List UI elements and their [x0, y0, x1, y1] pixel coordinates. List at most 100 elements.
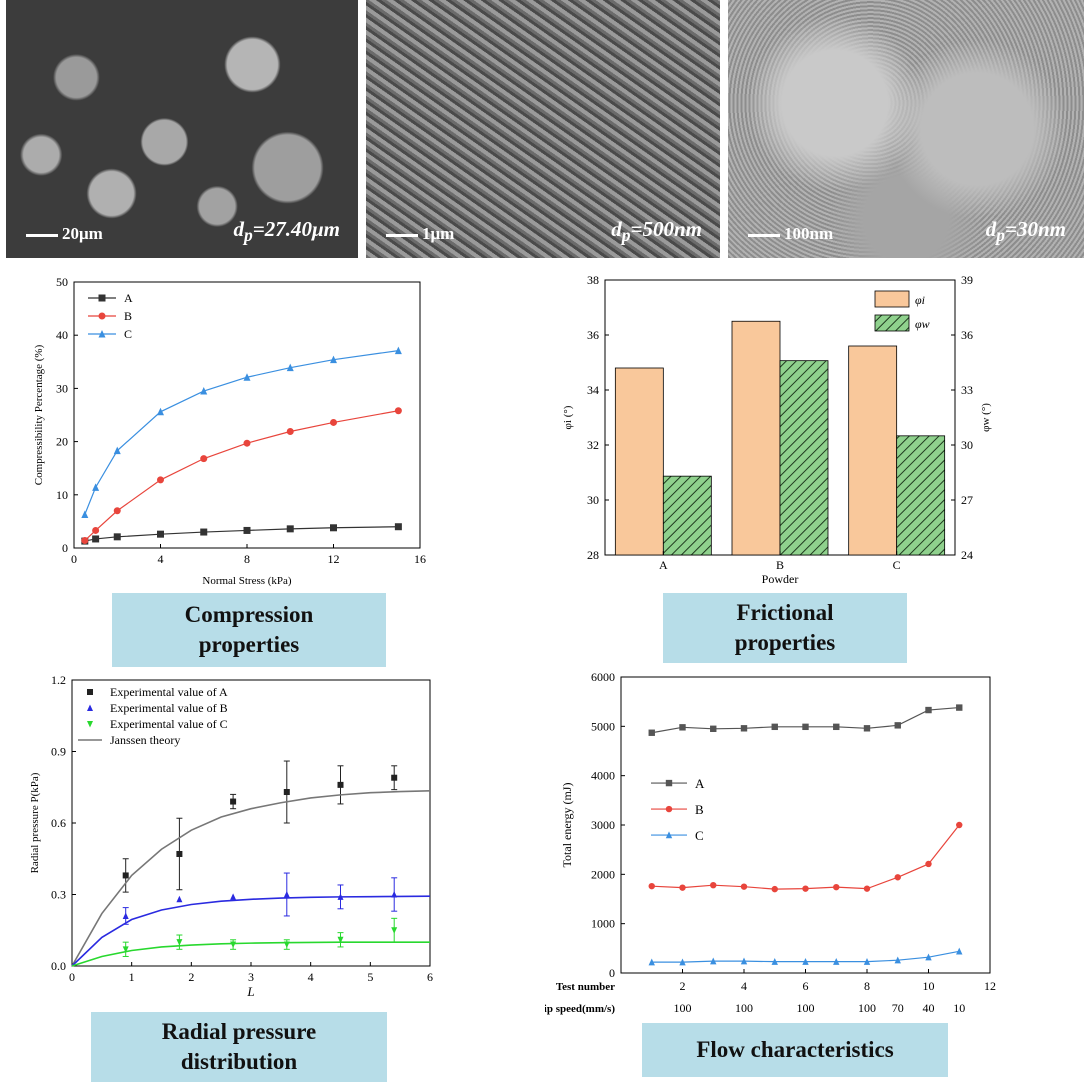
x-tick-label: 3 — [248, 970, 254, 984]
data-point — [833, 883, 840, 891]
tip-speed-label: 10 — [953, 1001, 965, 1015]
legend-label: Experimental value of C — [110, 717, 228, 731]
legend-label: Janssen theory — [110, 733, 180, 747]
data-point — [956, 821, 963, 829]
data-point — [243, 439, 251, 447]
series-line-B — [84, 410, 399, 541]
sem-scale-label: 1μm — [386, 224, 454, 244]
y-axis-label: Total energy (mJ) — [560, 783, 574, 868]
data-point — [771, 723, 778, 731]
y2-tick-label: 24 — [961, 548, 973, 562]
legend-swatch — [874, 290, 910, 308]
y-axis-label: φi (°) — [562, 405, 574, 429]
y-tick-label: 4000 — [591, 769, 615, 783]
y-tick-label: 0.6 — [51, 816, 66, 830]
data-point — [157, 407, 164, 416]
data-point — [92, 483, 100, 491]
data-point — [894, 956, 901, 964]
data-point — [679, 724, 686, 731]
data-point — [113, 533, 121, 541]
data-point — [283, 891, 290, 898]
data-point — [925, 706, 932, 714]
sem-image-a: 20μm dp=27.40μm — [6, 0, 358, 258]
data-point — [740, 957, 748, 965]
data-point — [200, 528, 208, 536]
legend-swatch — [874, 314, 910, 332]
data-point — [925, 953, 932, 961]
y-tick-label: 0 — [609, 966, 615, 980]
data-point — [802, 885, 809, 892]
tip-speed-label: 40 — [923, 1001, 935, 1015]
legend-marker — [665, 805, 673, 813]
legend-marker — [98, 330, 106, 338]
data-point — [771, 957, 778, 965]
bar-phi-w — [896, 435, 946, 556]
flow-chart: 2 4 6 8 10 12 0 1000 2000 3000 4000 5000 6000 Test nu… — [545, 670, 996, 1015]
y-tick-label: 40 — [56, 328, 68, 342]
y2-axis-label: φw (°) — [980, 403, 992, 432]
data-point — [200, 455, 208, 463]
x-tick-label: 6 — [427, 970, 433, 984]
y-tick-label: 1.2 — [51, 673, 66, 687]
data-point — [243, 526, 251, 534]
data-point — [230, 893, 237, 900]
x-tick-label: 4 — [308, 970, 314, 984]
sem-image-b: 1μm dp=500nm — [366, 0, 720, 258]
data-point — [113, 507, 121, 515]
x-tick-label: 12 — [328, 552, 340, 566]
sem-scale-label: 100nm — [748, 224, 833, 244]
compression-chart: 0 4 8 12 16 0 10 20 30 40 50 Normal Stress (kPa) Com… — [33, 275, 426, 587]
data-point — [230, 941, 237, 949]
y2-tick-label: 33 — [961, 383, 973, 397]
legend-marker — [87, 689, 93, 695]
data-point — [391, 774, 398, 781]
legend-label: Experimental value of A — [110, 685, 228, 699]
y-tick-label: 0.9 — [51, 745, 66, 759]
y-tick-label: 0.0 — [51, 959, 66, 973]
x-tick-label: A — [659, 558, 668, 572]
x-tick-label: 0 — [71, 552, 77, 566]
data-point — [122, 872, 129, 879]
legend-marker — [665, 831, 673, 839]
legend-marker — [98, 294, 106, 302]
tip-speed-label: 100 — [858, 1001, 876, 1015]
sem-particle-size: dp=27.40μm — [233, 216, 340, 245]
data-point — [122, 946, 129, 953]
y-tick-label: 0.3 — [51, 888, 66, 902]
data-point — [330, 524, 337, 532]
data-point — [648, 882, 655, 890]
x-tick-label: 6 — [803, 979, 809, 993]
tip-speed-label: 100 — [735, 1001, 753, 1015]
y-axis-label: Compressibility Percentage (%) — [33, 344, 45, 485]
data-point — [176, 895, 183, 903]
data-point — [925, 860, 932, 868]
y-tick-label: 50 — [56, 275, 68, 289]
data-point — [286, 363, 294, 372]
data-point — [200, 387, 208, 395]
y2-tick-label: 27 — [961, 493, 973, 507]
caption-compression: Compression properties — [112, 593, 386, 667]
theory-curve — [71, 941, 430, 967]
data-point — [81, 537, 89, 545]
x-tick-label: 5 — [367, 970, 373, 984]
x-tick-label: 4 — [741, 979, 747, 993]
data-point — [956, 947, 963, 955]
data-point — [157, 530, 164, 538]
x-tick-label: 16 — [414, 552, 426, 566]
tip-speed-label: 70 — [892, 1001, 904, 1015]
data-point — [176, 939, 183, 946]
data-point — [956, 704, 963, 711]
tip-speed-label: 100 — [797, 1001, 815, 1015]
caption-flow: Flow characteristics — [642, 1023, 948, 1077]
data-point — [330, 355, 337, 364]
data-point — [81, 510, 89, 518]
sem-image-c: 100nm dp=30nm — [728, 0, 1084, 258]
legend-label: C — [124, 327, 132, 341]
caption-radial: Radial pressure distribution — [91, 1012, 387, 1082]
data-point — [833, 957, 840, 965]
y-tick-label: 28 — [587, 548, 599, 562]
legend-label: φw — [915, 317, 930, 331]
data-point — [286, 525, 294, 533]
data-point — [337, 936, 344, 944]
data-point — [286, 427, 294, 435]
